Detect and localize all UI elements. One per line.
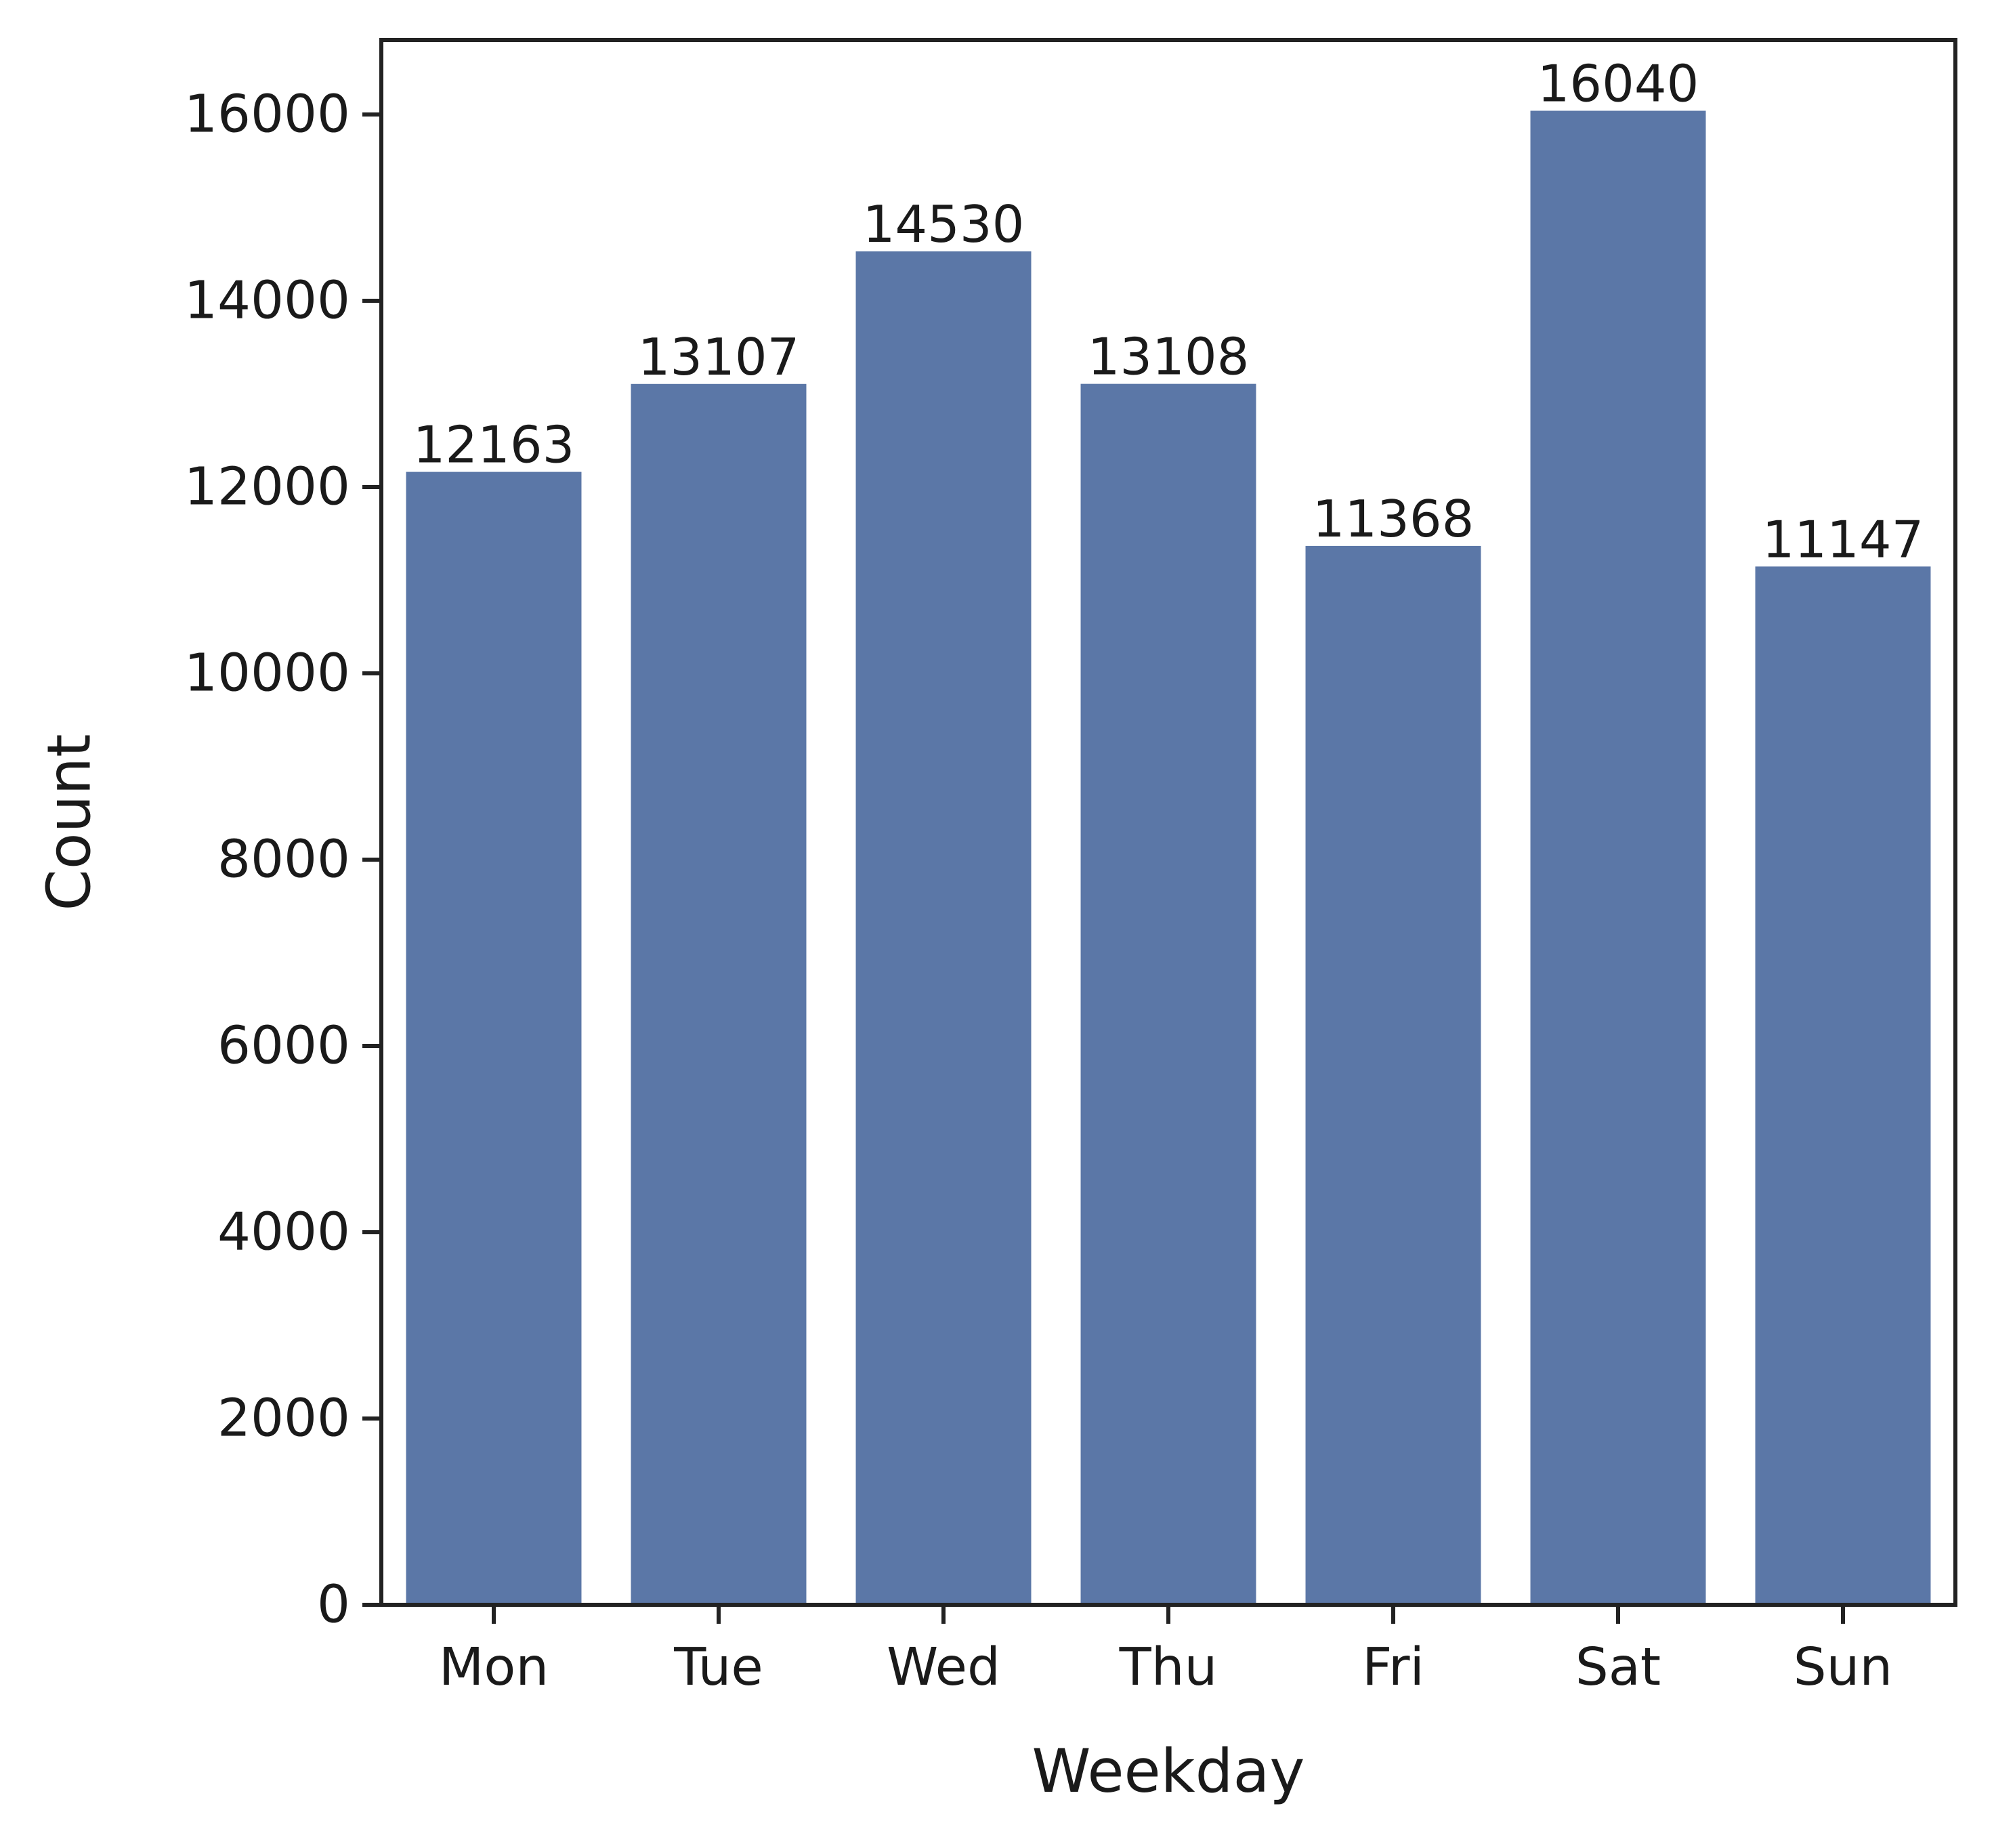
x-axis-title: Weekday [1032, 1736, 1305, 1806]
bar-value-label-fri: 11368 [1313, 489, 1475, 549]
y-axis: 0 2000 4000 6000 8000 10000 12000 14000 16000 [184, 85, 381, 1635]
bar-tue [631, 383, 807, 1605]
x-tick-label-sat: Sat [1575, 1637, 1661, 1698]
y-tick-label: 10000 [184, 644, 350, 704]
bar-mon [406, 471, 582, 1605]
bar-value-label-sun: 11147 [1762, 509, 1924, 569]
bar-value-label-mon: 12163 [413, 415, 575, 475]
bar-sun [1755, 566, 1931, 1605]
y-axis-title: Count [35, 734, 104, 910]
y-tick-label: 6000 [217, 1016, 350, 1076]
x-tick-label-fri: Fri [1362, 1637, 1424, 1698]
bar-labels-group: 12163 13107 14530 13108 11368 16040 11147 [413, 54, 1924, 570]
bar-value-label-thu: 13108 [1088, 327, 1250, 387]
bar-fri [1305, 545, 1481, 1605]
bars-group [406, 110, 1931, 1605]
y-tick-label: 0 [317, 1575, 350, 1635]
x-tick-label-tue: Tue [673, 1637, 763, 1698]
bar-thu [1080, 383, 1256, 1605]
y-tick-label: 14000 [184, 271, 350, 331]
x-tick-label-sun: Sun [1794, 1637, 1892, 1698]
y-tick-label: 12000 [184, 457, 350, 518]
bar-value-label-sat: 16040 [1537, 54, 1699, 114]
bar-wed [855, 251, 1032, 1605]
x-axis: Mon Tue Wed Thu Fri Sat Sun [439, 1605, 1892, 1698]
bar-value-label-tue: 13107 [638, 327, 800, 387]
x-tick-label-mon: Mon [439, 1637, 549, 1698]
y-tick-label: 16000 [184, 85, 350, 145]
y-tick-label: 8000 [217, 830, 350, 890]
bar-sat [1530, 110, 1706, 1605]
y-tick-label: 4000 [217, 1202, 350, 1263]
x-tick-label-wed: Wed [887, 1637, 1000, 1698]
bar-value-label-wed: 14530 [863, 194, 1025, 254]
y-tick-label: 2000 [217, 1389, 350, 1449]
x-tick-label-thu: Thu [1119, 1637, 1218, 1698]
